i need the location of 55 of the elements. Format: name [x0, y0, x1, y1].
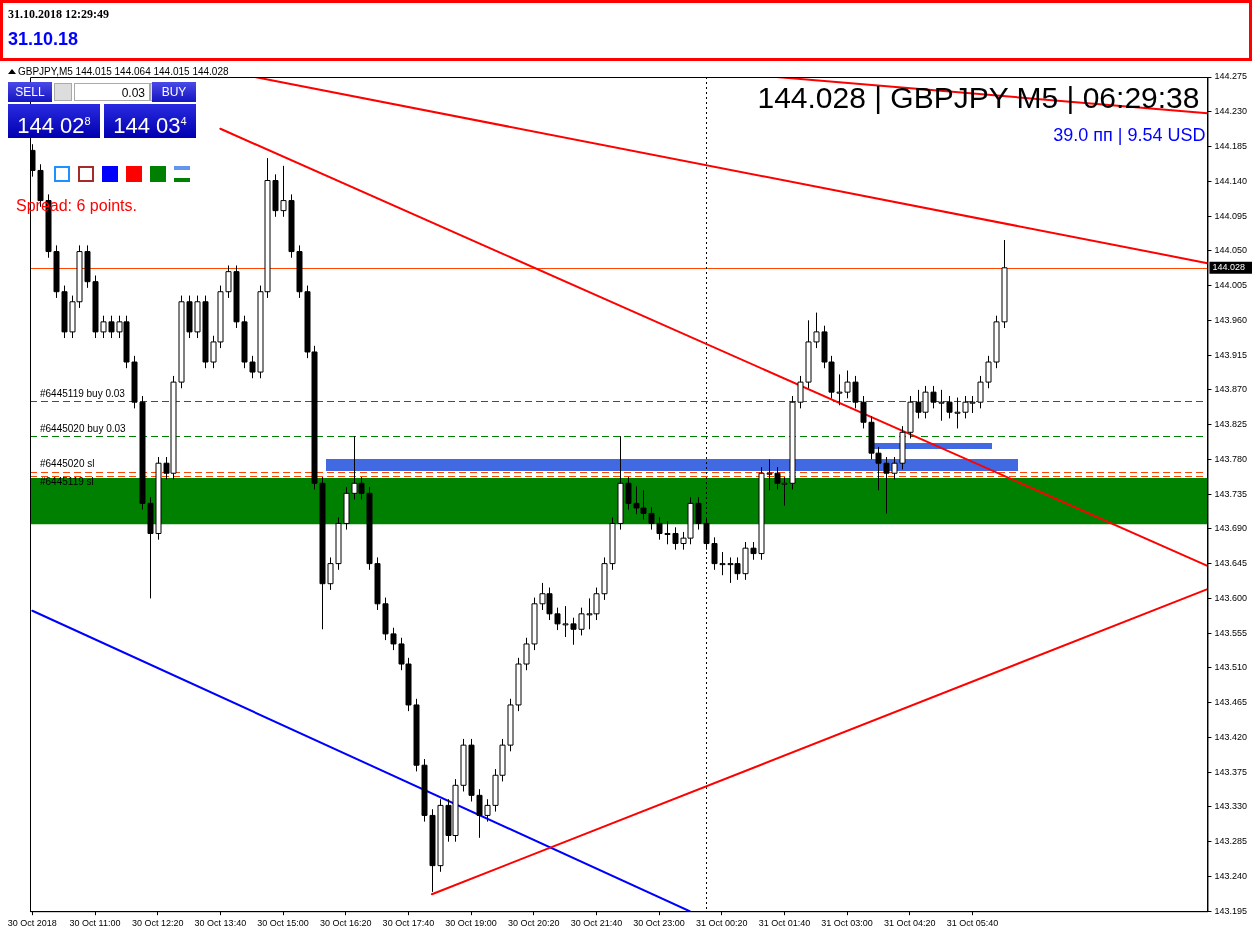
x-tick-label: 30 Oct 19:00 [445, 918, 497, 929]
x-tick-label: 30 Oct 13:40 [194, 918, 247, 929]
y-tick-label: 143.195 [1214, 905, 1248, 916]
y-tick-label: 143.645 [1214, 558, 1248, 569]
y-tick-label: 144.230 [1214, 106, 1248, 117]
x-tick-label: 30 Oct 23:00 [633, 918, 685, 929]
x-tick-label: 30 Oct 15:00 [257, 918, 309, 929]
x-tick-label: 30 Oct 2018 [7, 918, 57, 929]
x-tick-label: 30 Oct 21:40 [570, 918, 623, 929]
x-tick-label: 31 Oct 05:40 [946, 918, 999, 929]
y-tick-label: 143.240 [1214, 870, 1248, 881]
y-tick-label: 143.555 [1214, 627, 1248, 638]
annotation: BUY [152, 82, 196, 102]
x-tick-label: 31 Oct 03:00 [821, 918, 873, 929]
y-tick-label: 144.095 [1214, 210, 1248, 221]
y-tick-label: 143.780 [1214, 453, 1248, 464]
annotation: 144 02$^{8}$ [8, 104, 100, 139]
y-tick-label: 143.735 [1214, 488, 1248, 499]
x-tick-label: 31 Oct 00:20 [695, 918, 748, 929]
y-tick-label: 143.915 [1214, 349, 1248, 360]
y-tick-label: 143.465 [1214, 697, 1248, 708]
y-tick-label: 143.510 [1214, 662, 1248, 673]
y-tick-label: 144.005 [1214, 280, 1248, 291]
annotation: SELL [8, 82, 52, 102]
y-tick-label: 144.185 [1214, 141, 1248, 151]
x-tick-label: 30 Oct 11:00 [69, 918, 121, 929]
x-tick-label: 30 Oct 17:40 [382, 918, 435, 929]
x-tick-label: 30 Oct 12:20 [131, 918, 184, 929]
lot-field: 0.03 [74, 83, 150, 101]
y-tick-label: 143.825 [1214, 419, 1248, 430]
y-tick-label: 144.140 [1214, 175, 1248, 186]
ref-line-label: #6445119 sl [40, 476, 94, 488]
ref-line-label: #6445020 buy 0.03 [40, 422, 127, 434]
text: 31.10.2018 12:29:49 [8, 7, 109, 22]
y-tick-label: 144.050 [1214, 245, 1248, 256]
ref-line-label: 144.028 [1212, 262, 1246, 273]
x-tick-label: 30 Oct 16:20 [319, 918, 372, 929]
y-tick-label: 144.275 [1214, 71, 1248, 82]
y-tick-label: 143.690 [1214, 523, 1248, 534]
x-tick-label: 31 Oct 04:20 [884, 918, 936, 929]
x-tick-label: 30 Oct 20:20 [507, 918, 560, 929]
y-tick-label: 143.960 [1214, 314, 1248, 325]
y-tick-label: 143.600 [1214, 592, 1248, 603]
y-tick-label: 143.285 [1214, 836, 1248, 847]
ref-line-label: #6445119 buy 0.03 [40, 388, 126, 400]
y-tick-label: 143.870 [1214, 384, 1248, 395]
annotation: 144 03$^{4}$ [104, 104, 196, 139]
ref-line-label: #6445020 sl [40, 458, 95, 470]
text: GBPJPY,M5 144.015 144.064 144.015 144.028 [18, 66, 229, 77]
x-tick-label: 31 Oct 01:40 [758, 918, 811, 929]
text: 39.0 пп | 9.54 USD [1053, 124, 1206, 145]
text: 31.10.18 [8, 29, 79, 50]
y-tick-label: 143.375 [1214, 766, 1248, 777]
y-tick-label: 143.420 [1214, 731, 1248, 742]
y-tick-label: 143.330 [1214, 801, 1248, 812]
